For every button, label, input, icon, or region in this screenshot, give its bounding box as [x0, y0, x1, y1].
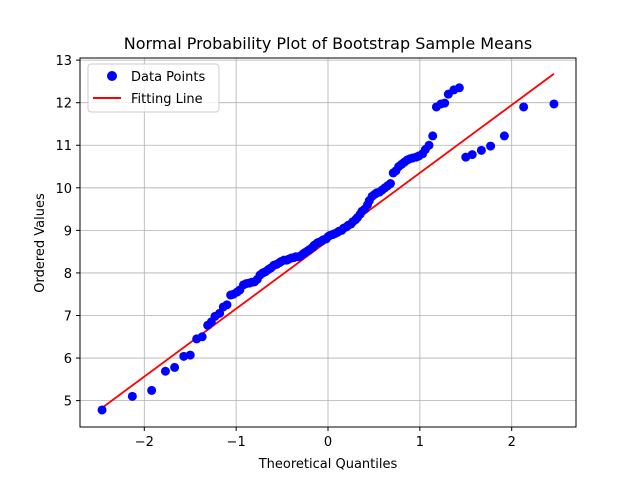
- x-axis-ticks: −2 −1 0 1 2: [135, 427, 516, 450]
- data-point: [486, 141, 496, 151]
- data-point: [424, 140, 434, 150]
- legend-label-data-points: Data Points: [131, 70, 205, 85]
- x-tick-label: −1: [227, 435, 246, 450]
- y-tick-label: 10: [55, 182, 72, 197]
- data-point: [197, 332, 207, 342]
- y-tick-label: 12: [55, 97, 72, 112]
- data-point: [519, 102, 529, 112]
- x-tick-label: 2: [508, 435, 516, 450]
- data-point: [428, 131, 438, 141]
- legend-marker-data-points: [107, 71, 117, 81]
- legend-label-fitting-line: Fitting Line: [131, 92, 203, 107]
- data-point: [549, 99, 559, 109]
- x-tick-label: 0: [324, 435, 332, 450]
- legend-box: [87, 63, 220, 113]
- y-tick-label: 5: [64, 395, 72, 410]
- y-tick-label: 6: [64, 352, 72, 367]
- y-tick-label: 11: [55, 139, 72, 154]
- data-point: [127, 391, 137, 401]
- y-tick-label: 9: [64, 224, 72, 239]
- data-point: [440, 98, 450, 108]
- data-point: [222, 300, 232, 310]
- y-tick-label: 13: [55, 54, 72, 69]
- data-point: [499, 131, 509, 141]
- data-point: [476, 145, 486, 155]
- y-tick-label: 7: [64, 309, 72, 324]
- legend: Data Points Fitting Line: [87, 63, 220, 113]
- y-axis-ticks: 5 6 7 8 9 10 11 12 13: [55, 54, 80, 410]
- data-point: [385, 179, 395, 189]
- y-axis-label: Ordered Values: [33, 193, 48, 293]
- x-tick-label: −2: [135, 435, 154, 450]
- data-point: [185, 350, 195, 360]
- chart-title: Normal Probability Plot of Bootstrap Sam…: [124, 34, 532, 53]
- y-tick-label: 8: [64, 267, 72, 282]
- data-point: [467, 150, 477, 160]
- data-point: [454, 83, 464, 93]
- x-axis-label: Theoretical Quantiles: [258, 457, 398, 472]
- data-point: [160, 366, 170, 376]
- x-tick-label: 1: [416, 435, 424, 450]
- data-point: [170, 362, 180, 372]
- data-points-group: [97, 83, 559, 415]
- data-point: [97, 405, 107, 415]
- data-point: [147, 385, 157, 395]
